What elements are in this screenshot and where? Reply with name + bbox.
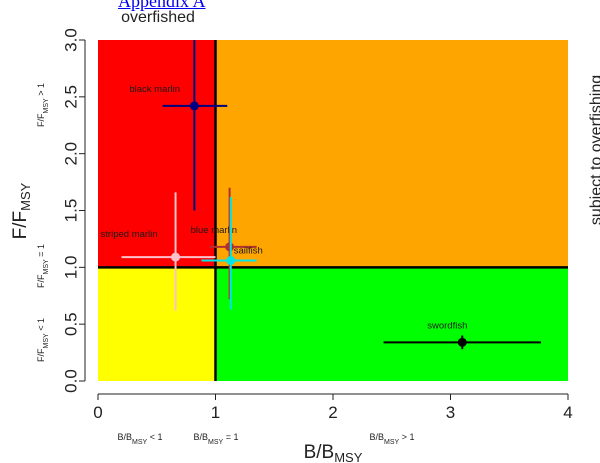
title-subscript: MSY: [43, 98, 50, 114]
x-axis: 0 1 2 3 4: [93, 393, 573, 422]
title-subscript: MSY: [18, 182, 33, 211]
x-zone-labels: B/BMSY < 1 B/BMSY = 1 B/BMSY > 1: [118, 432, 415, 446]
quadrant-healthy: [215, 267, 568, 381]
point-label: swordfish: [427, 320, 467, 331]
title-suffix: > 1: [36, 83, 46, 98]
title-suffix: > 1: [399, 432, 414, 442]
x-tick-label: 4: [563, 403, 572, 422]
point-label: blue marlin: [191, 225, 237, 236]
y-zone-label: F/FMSY < 1: [36, 318, 50, 362]
title-subscript: MSY: [43, 259, 50, 275]
title-subscript: MSY: [334, 450, 363, 463]
y-axis: 0.0 0.5 1.0 1.5 2.0 2.5 3.0: [61, 28, 86, 393]
point-group: swordfish: [383, 320, 541, 350]
y-tick-label: 2.0: [61, 142, 80, 166]
title-suffix: = 1: [36, 244, 46, 259]
quadrant-overfished-and-overfishing: [98, 40, 216, 268]
point-group: striped marlin: [101, 192, 216, 311]
data-point: [225, 242, 235, 252]
title-base: B/B: [194, 432, 209, 442]
appendix-link[interactable]: Appendix A: [118, 0, 206, 11]
y-zone-label: F/FMSY > 1: [36, 83, 50, 127]
quadrant-layer: [98, 40, 568, 381]
point-label: black marlin: [129, 84, 180, 95]
quadrant-overfished: [98, 267, 216, 381]
points-layer: black marlin blue marlin striped marlin sai…: [101, 40, 541, 350]
y-tick-label: 1.5: [61, 199, 80, 223]
title-subscript: MSY: [384, 439, 400, 446]
title-base: F/F: [36, 348, 46, 362]
quadrant-overfishing: [215, 40, 568, 268]
data-point: [171, 252, 181, 262]
x-tick-label: 0: [93, 403, 102, 422]
title-base: B/B: [304, 442, 335, 463]
x-axis-title: B/BMSY: [304, 442, 363, 463]
title-base: F/F: [10, 211, 31, 240]
data-point: [226, 256, 236, 266]
title-suffix: < 1: [36, 318, 46, 333]
title-base: B/B: [118, 432, 133, 442]
title-suffix: < 1: [147, 432, 162, 442]
x-tick-label: 2: [328, 403, 337, 422]
title-subscript: MSY: [132, 439, 148, 446]
x-tick-label: 1: [211, 403, 220, 422]
y-zone-label: F/FMSY = 1: [36, 244, 50, 288]
title-base: F/F: [36, 274, 46, 288]
y-tick-label: 3.0: [61, 28, 80, 52]
point-group: blue marlin: [191, 187, 257, 300]
point-group: sailfish: [201, 196, 263, 310]
point-group: black marlin: [129, 40, 228, 211]
point-label: striped marlin: [101, 229, 158, 240]
y-zone-labels: F/FMSY < 1F/FMSY = 1F/FMSY > 1: [36, 83, 50, 362]
subject-to-overfishing-label: subject to overfishing: [588, 75, 600, 225]
data-point: [189, 101, 199, 111]
y-tick-label: 0.5: [61, 312, 80, 336]
y-axis-title: F/FMSY: [10, 182, 33, 239]
data-point: [457, 337, 467, 347]
title-suffix: = 1: [223, 432, 238, 442]
x-tick-label: 3: [446, 403, 455, 422]
y-tick-label: 0.0: [61, 369, 80, 393]
x-zone-label: B/BMSY = 1: [194, 432, 239, 446]
title-subscript: MSY: [208, 439, 224, 446]
title-base: B/B: [370, 432, 385, 442]
title-subscript: MSY: [43, 333, 50, 349]
overfished-label: overfished: [121, 9, 195, 26]
y-tick-label: 1.0: [61, 256, 80, 280]
y-tick-label: 2.5: [61, 85, 80, 109]
x-zone-label: B/BMSY < 1: [118, 432, 163, 446]
point-label: sailfish: [234, 246, 263, 257]
title-base: F/F: [36, 113, 46, 127]
x-zone-label: B/BMSY > 1: [370, 432, 415, 446]
